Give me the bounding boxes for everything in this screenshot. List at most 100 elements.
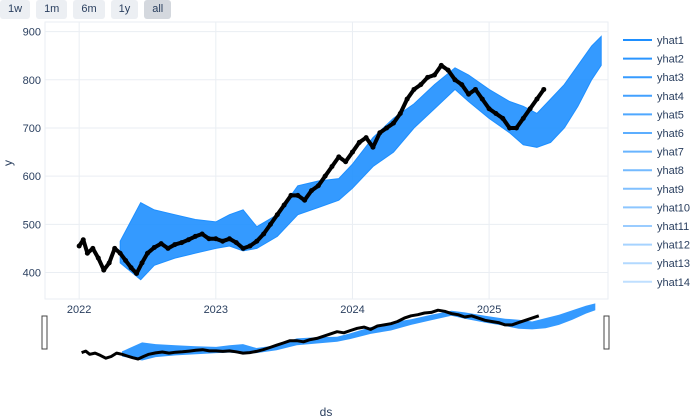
actual-point [520, 115, 526, 121]
actual-point [247, 243, 253, 249]
actual-point [486, 106, 492, 112]
actual-point [445, 67, 451, 73]
range-button-1y[interactable]: 1y [110, 0, 139, 19]
actual-point [144, 250, 150, 256]
actual-point [226, 236, 232, 242]
range-button-6m[interactable]: 6m [73, 0, 105, 19]
actual-point [343, 159, 349, 165]
actual-point [438, 62, 444, 68]
actual-point [425, 74, 431, 80]
actual-point [411, 86, 417, 92]
legend-item-label[interactable]: yhat11 [657, 221, 689, 233]
actual-point [390, 120, 396, 126]
actual-point [363, 135, 369, 141]
actual-point [112, 245, 118, 251]
range-selector: 1w 1m 6m 1y all [0, 0, 172, 19]
actual-point [513, 125, 519, 131]
actual-point [192, 233, 198, 239]
y-tick-label: 400 [23, 268, 41, 280]
actual-point [466, 91, 472, 97]
y-axis-title: y [1, 160, 15, 166]
actual-point [308, 188, 314, 194]
actual-point [95, 255, 101, 261]
actual-point [431, 72, 437, 78]
x-axis-title: ds [320, 405, 333, 419]
legend: yhat1 yhat2 yhat3 yhat4 yhat5 yhat6 yhat7 yhat8… [623, 35, 690, 289]
actual-point [117, 250, 123, 256]
mini-actual-line [81, 308, 540, 361]
range-slider[interactable] [41, 303, 610, 361]
legend-item-label[interactable]: yhat2 [657, 54, 684, 66]
y-tick-label: 800 [23, 75, 41, 87]
legend-item-label[interactable]: yhat13 [657, 258, 690, 270]
actual-points-group [76, 62, 547, 276]
legend-item-label[interactable]: yhat6 [657, 128, 684, 140]
range-button-all[interactable]: all [144, 0, 172, 19]
legend-item-label[interactable]: yhat12 [657, 240, 690, 252]
legend-item-label[interactable]: yhat5 [657, 109, 684, 121]
forecast-band [119, 35, 602, 281]
legend-item-label[interactable]: yhat10 [657, 202, 690, 214]
actual-point [500, 115, 506, 121]
actual-point [397, 111, 403, 117]
legend-item-label[interactable]: yhat14 [657, 277, 690, 289]
range-slider-handle-left[interactable] [41, 315, 48, 350]
actual-point [261, 231, 267, 237]
actual-point [213, 236, 219, 242]
actual-point [329, 164, 335, 170]
actual-point [418, 82, 424, 88]
legend-item-label[interactable]: yhat3 [657, 72, 684, 84]
actual-point [80, 237, 86, 243]
actual-point [493, 111, 499, 117]
actual-point [90, 245, 96, 251]
actual-point [128, 265, 134, 271]
actual-point [172, 242, 178, 248]
y-axis-ticks: 400 500 600 700 800 900 [23, 27, 41, 280]
range-slider-handle-right[interactable] [603, 315, 610, 350]
y-tick-label: 700 [23, 123, 41, 135]
range-slider-preview [81, 303, 596, 361]
actual-point [315, 183, 321, 189]
range-button-1w[interactable]: 1w [0, 0, 31, 19]
actual-point [384, 125, 390, 131]
y-tick-label: 500 [23, 219, 41, 231]
actual-point [206, 236, 212, 242]
legend-item-label[interactable]: yhat9 [657, 184, 684, 196]
legend-item-label[interactable]: yhat4 [657, 91, 684, 103]
forecast-band-group [119, 35, 602, 281]
x-tick-label: 2023 [204, 304, 228, 316]
actual-point [288, 192, 294, 198]
actual-point [254, 238, 260, 244]
actual-point [165, 245, 171, 251]
actual-point [101, 267, 107, 273]
actual-point [233, 240, 239, 246]
actual-point [76, 243, 82, 249]
legend-item-label[interactable]: yhat7 [657, 147, 684, 159]
actual-point [349, 149, 355, 155]
legend-item-label[interactable]: yhat8 [657, 165, 684, 177]
x-tick-label: 2025 [477, 304, 501, 316]
actual-point [220, 238, 226, 244]
actual-point [158, 241, 164, 247]
actual-point [541, 86, 547, 92]
x-tick-label: 2022 [67, 304, 91, 316]
actual-point [139, 260, 145, 266]
actual-point [322, 173, 328, 179]
actual-point [377, 130, 383, 136]
actual-point [179, 240, 185, 246]
actual-point [267, 221, 273, 227]
plot-frame [44, 21, 609, 300]
actual-point [452, 77, 458, 83]
actual-point [527, 106, 533, 112]
actual-point [199, 231, 205, 237]
actual-point [459, 82, 465, 88]
actual-point [336, 154, 342, 160]
range-button-1m[interactable]: 1m [36, 0, 68, 19]
actual-point [356, 139, 362, 145]
actual-point [281, 202, 287, 208]
actual-point [106, 260, 112, 266]
actual-point [302, 197, 308, 203]
actual-point [404, 96, 410, 102]
legend-item-label[interactable]: yhat1 [657, 35, 684, 47]
